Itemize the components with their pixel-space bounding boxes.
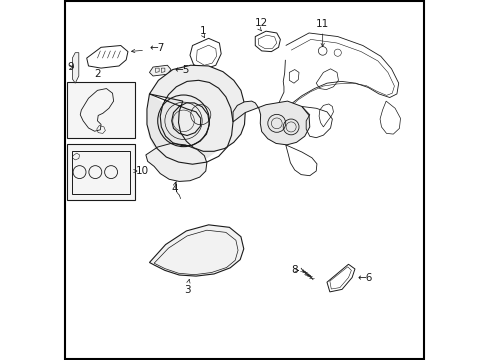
Polygon shape	[149, 225, 244, 276]
Text: ←7: ←7	[149, 43, 164, 53]
Text: 10: 10	[136, 166, 149, 176]
Bar	[72, 151, 129, 194]
Text: ←5: ←5	[174, 65, 189, 75]
Polygon shape	[145, 143, 206, 181]
Polygon shape	[233, 101, 309, 145]
Text: 11: 11	[315, 19, 328, 29]
Text: 9: 9	[67, 62, 74, 72]
Text: 4: 4	[171, 184, 178, 194]
Polygon shape	[72, 53, 79, 83]
Text: 3: 3	[183, 285, 190, 295]
Text: 8: 8	[290, 265, 297, 275]
Text: 2: 2	[94, 69, 101, 79]
Bar	[67, 144, 135, 200]
Polygon shape	[149, 65, 244, 151]
Text: ←6: ←6	[357, 273, 372, 283]
Text: 12: 12	[255, 18, 268, 28]
Polygon shape	[149, 65, 171, 76]
Text: 1: 1	[200, 26, 206, 36]
Polygon shape	[147, 84, 228, 163]
Bar	[67, 82, 135, 138]
